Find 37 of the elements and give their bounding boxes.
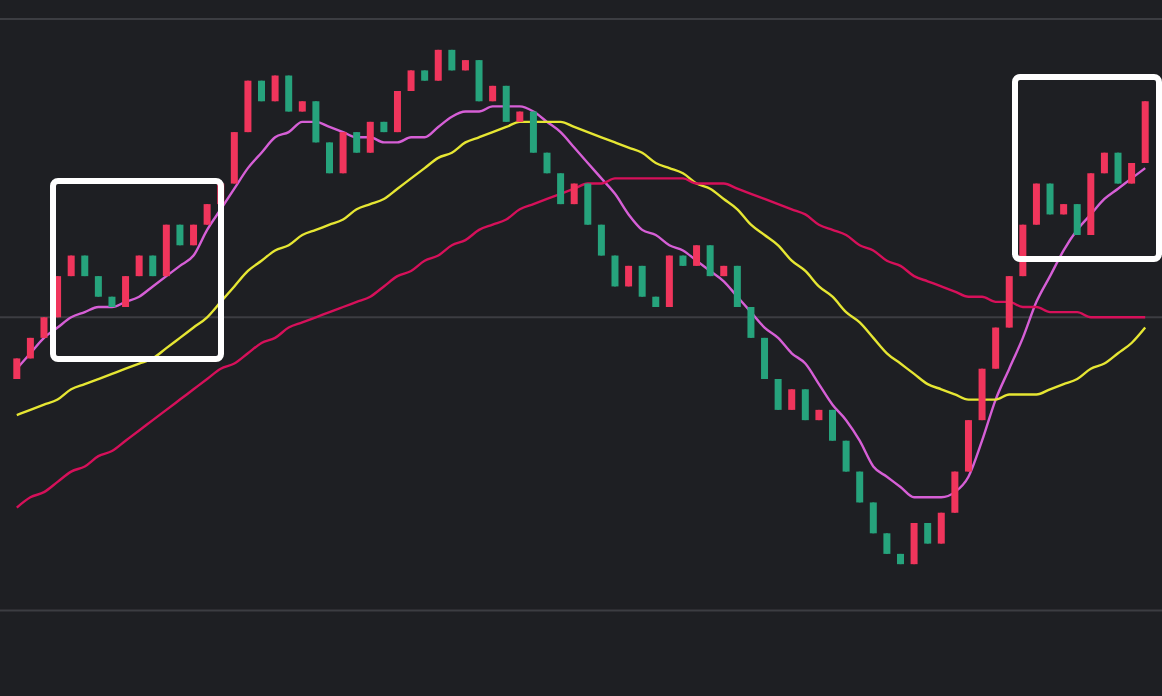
candlestick <box>1032 182 1040 226</box>
candlestick <box>312 100 320 144</box>
candlestick <box>339 131 347 175</box>
candlestick <box>434 48 442 82</box>
candlestick <box>502 84 510 123</box>
candlestick <box>801 388 809 422</box>
candlestick <box>285 74 293 113</box>
candlestick <box>638 264 646 298</box>
candlestick <box>1073 203 1081 236</box>
candlestick <box>1114 151 1122 185</box>
candlestick <box>557 172 565 206</box>
candlestick <box>407 69 415 92</box>
candlestick <box>992 326 1000 370</box>
candlestick <box>584 182 592 226</box>
candlestick <box>706 244 714 278</box>
candlestick <box>366 120 374 154</box>
candlestick <box>40 316 48 339</box>
candlestick <box>353 131 361 154</box>
candlestick <box>842 439 850 473</box>
candlestick <box>203 203 211 226</box>
candlestick <box>475 59 483 103</box>
candlestick <box>529 110 537 154</box>
candlestick <box>94 275 102 298</box>
candlestick <box>747 306 755 339</box>
candlestick <box>774 378 782 411</box>
candlestick <box>122 275 130 308</box>
candlestick <box>829 408 837 442</box>
candlestick <box>937 511 945 545</box>
candlestick <box>325 141 333 175</box>
candlestick <box>869 501 877 535</box>
candlestick <box>924 522 932 545</box>
candlestick <box>951 470 959 514</box>
candlestick <box>910 522 918 566</box>
candlestick <box>883 532 891 555</box>
candlestick <box>788 388 796 411</box>
candlestick <box>693 244 701 267</box>
candlestick <box>597 223 605 257</box>
